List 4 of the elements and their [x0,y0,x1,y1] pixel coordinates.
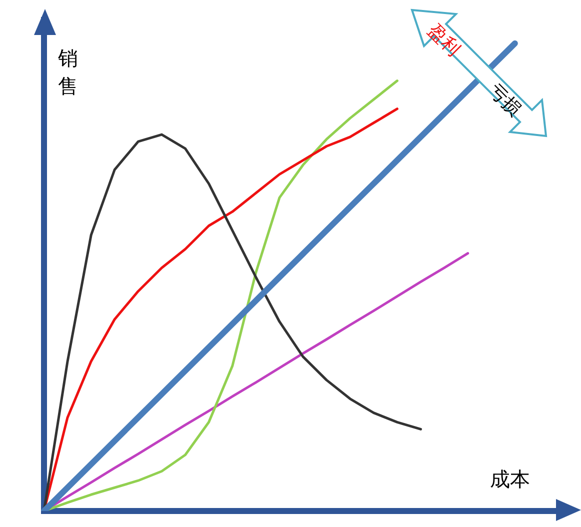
y-axis-title: 销售 [58,45,79,100]
annotation: 亏损 [484,79,526,122]
annotation: 盈利 [422,19,465,62]
x-axis-title: 成本 [490,466,530,493]
